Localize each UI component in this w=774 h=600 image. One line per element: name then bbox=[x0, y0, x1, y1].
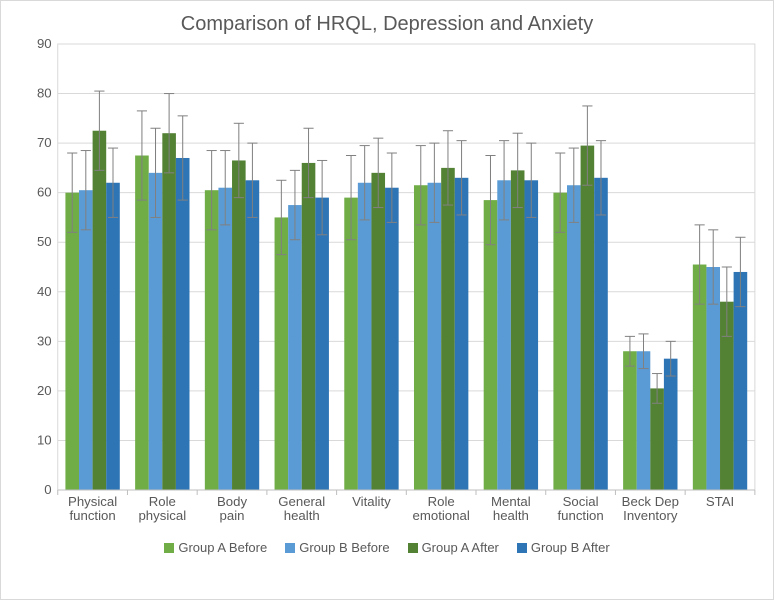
category-label: Inventory bbox=[623, 508, 678, 523]
category-label: Mental bbox=[491, 494, 531, 509]
category-label: emotional bbox=[413, 508, 470, 523]
bar bbox=[162, 133, 176, 490]
svg-text:70: 70 bbox=[37, 135, 52, 150]
legend-item: Group B Before bbox=[285, 540, 389, 555]
category-label: physical bbox=[138, 508, 186, 523]
bar bbox=[567, 185, 581, 490]
category-label: Role bbox=[149, 494, 176, 509]
legend-item: Group A Before bbox=[164, 540, 267, 555]
bar bbox=[232, 160, 246, 490]
bar bbox=[288, 205, 302, 490]
bar bbox=[65, 193, 79, 490]
legend-label: Group B After bbox=[531, 540, 610, 555]
bar bbox=[93, 131, 107, 490]
bar bbox=[623, 351, 637, 490]
svg-text:20: 20 bbox=[37, 383, 52, 398]
bar bbox=[497, 180, 511, 490]
bar bbox=[135, 156, 149, 491]
svg-text:10: 10 bbox=[37, 433, 52, 448]
bar bbox=[218, 188, 232, 490]
legend-label: Group A Before bbox=[178, 540, 267, 555]
category-label: Role bbox=[428, 494, 455, 509]
svg-text:80: 80 bbox=[37, 86, 52, 101]
legend-item: Group A After bbox=[408, 540, 499, 555]
svg-text:0: 0 bbox=[44, 482, 51, 497]
chart-title: Comparison of HRQL, Depression and Anxie… bbox=[11, 13, 763, 36]
bar bbox=[205, 190, 219, 490]
bar bbox=[428, 183, 442, 490]
bar bbox=[524, 180, 538, 490]
bar bbox=[149, 173, 163, 490]
category-label: function bbox=[557, 508, 603, 523]
category-label: STAI bbox=[706, 494, 734, 509]
legend-swatch bbox=[517, 543, 527, 553]
category-label: health bbox=[493, 508, 529, 523]
bar bbox=[511, 170, 525, 490]
category-label: Beck Dep bbox=[622, 494, 679, 509]
bar bbox=[79, 190, 93, 490]
bar bbox=[455, 178, 469, 490]
svg-text:50: 50 bbox=[37, 234, 52, 249]
category-label: health bbox=[284, 508, 320, 523]
svg-text:90: 90 bbox=[37, 38, 52, 51]
bar bbox=[441, 168, 455, 490]
bar bbox=[371, 173, 385, 490]
bar bbox=[246, 180, 260, 490]
category-label: pain bbox=[220, 508, 245, 523]
bar bbox=[594, 178, 608, 490]
legend: Group A Before Group B Before Group A Afte… bbox=[11, 540, 763, 555]
legend-swatch bbox=[285, 543, 295, 553]
svg-text:40: 40 bbox=[37, 284, 52, 299]
bar bbox=[344, 198, 358, 490]
bar bbox=[358, 183, 372, 490]
chart-plot-area: 0102030405060708090PhysicalfunctionRolep… bbox=[11, 38, 763, 538]
bar bbox=[664, 359, 678, 490]
bar bbox=[581, 146, 595, 490]
legend-label: Group A After bbox=[422, 540, 499, 555]
svg-text:60: 60 bbox=[37, 185, 52, 200]
category-label: Vitality bbox=[352, 494, 391, 509]
bar bbox=[176, 158, 190, 490]
bar bbox=[106, 183, 120, 490]
bar bbox=[275, 217, 289, 490]
bar bbox=[315, 198, 329, 490]
category-label: Body bbox=[217, 494, 248, 509]
category-label: General bbox=[278, 494, 325, 509]
legend-swatch bbox=[408, 543, 418, 553]
bar bbox=[553, 193, 567, 490]
legend-swatch bbox=[164, 543, 174, 553]
bar bbox=[637, 351, 651, 490]
category-label: function bbox=[69, 508, 115, 523]
legend-label: Group B Before bbox=[299, 540, 389, 555]
svg-text:30: 30 bbox=[37, 333, 52, 348]
bar bbox=[414, 185, 428, 490]
chart-frame: Comparison of HRQL, Depression and Anxie… bbox=[0, 0, 774, 600]
bar bbox=[385, 188, 399, 490]
category-label: Physical bbox=[68, 494, 117, 509]
bar bbox=[302, 163, 316, 490]
legend-item: Group B After bbox=[517, 540, 610, 555]
category-label: Social bbox=[563, 494, 599, 509]
